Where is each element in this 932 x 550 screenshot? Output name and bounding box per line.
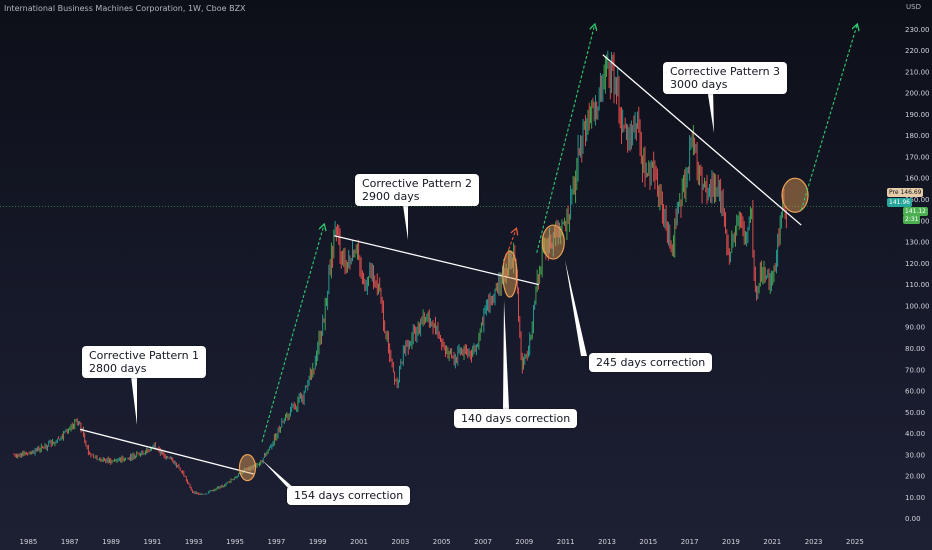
y-tick-label-12: 110.00 [905, 281, 930, 289]
y-tick-label-11: 100.00 [905, 302, 930, 310]
y-tick-label-9: 80.00 [905, 345, 925, 353]
x-tick-label-11: 2007 [474, 538, 492, 546]
callout-140-text: 140 days correction [461, 412, 571, 425]
y-tick-label-4: 30.00 [905, 451, 925, 459]
callout-corrective-pattern-2: Corrective Pattern 2 2900 days [355, 174, 480, 206]
x-tick-label-20: 2025 [846, 538, 864, 546]
callout-pointer-140 [503, 300, 509, 409]
callout-cp3-days: 3000 days [670, 78, 728, 91]
y-tick-label-23: 220.00 [905, 47, 930, 55]
last-price-label-b: 141.12 [903, 207, 928, 216]
y-tick-label-17: 160.00 [905, 175, 930, 183]
x-tick-label-10: 2005 [433, 538, 451, 546]
y-tick-label-19: 180.00 [905, 132, 930, 140]
callout-cp1-title: Corrective Pattern 1 [89, 349, 200, 362]
y-tick-label-14: 130.00 [905, 239, 930, 247]
y-tick-label-24: 230.00 [905, 26, 930, 34]
projection-arrow [800, 25, 857, 211]
y-tick-label-7: 60.00 [905, 388, 925, 396]
impulse-arrow-1 [261, 225, 324, 443]
callout-245-days: 245 days correction [589, 353, 713, 372]
pre-price-label: Pre 146.69 [887, 188, 924, 197]
y-tick-label-6: 50.00 [905, 409, 925, 417]
x-tick-label-1: 1987 [61, 538, 79, 546]
pre-tag: Pre [889, 189, 899, 196]
x-tick-label-0: 1985 [20, 538, 38, 546]
impulse-arrow-2 [536, 25, 595, 253]
currency-label: USD [906, 3, 921, 11]
x-tick-label-2: 1989 [102, 538, 120, 546]
y-tick-label-8: 70.00 [905, 366, 925, 374]
last-price-label-a: 141.96 [887, 198, 912, 207]
x-tick-label-19: 2023 [805, 538, 823, 546]
callout-corrective-pattern-3: Corrective Pattern 3 3000 days [663, 62, 788, 94]
y-tick-label-13: 120.00 [905, 260, 930, 268]
x-tick-label-7: 1999 [309, 538, 327, 546]
y-tick-label-16: 150.00 [905, 196, 930, 204]
countdown-label: 2:31 [903, 215, 921, 224]
trendline-pattern-1 [79, 428, 254, 475]
callout-cp2-days: 2900 days [362, 190, 420, 203]
callout-245-text: 245 days correction [596, 356, 706, 369]
x-tick-label-5: 1995 [226, 538, 244, 546]
ellipse-correction-2 [502, 250, 518, 298]
ellipse-correction-1 [238, 454, 257, 482]
countdown-value: 2:31 [905, 216, 919, 223]
x-tick-label-4: 1993 [185, 538, 203, 546]
x-tick-label-15: 2015 [639, 538, 657, 546]
callout-cp2-title: Corrective Pattern 2 [362, 177, 473, 190]
x-tick-label-13: 2011 [557, 538, 575, 546]
callout-cp3-title: Corrective Pattern 3 [670, 65, 781, 78]
last-value-a: 141.96 [889, 199, 910, 206]
x-tick-label-3: 1991 [144, 538, 162, 546]
y-tick-label-1: 0.00 [905, 515, 921, 523]
y-tick-label-5: 40.00 [905, 430, 925, 438]
y-tick-label-21: 200.00 [905, 90, 930, 98]
x-tick-label-16: 2017 [681, 538, 699, 546]
x-tick-label-6: 1997 [267, 538, 285, 546]
x-tick-label-9: 2003 [391, 538, 409, 546]
y-tick-label-2: 10.00 [905, 494, 925, 502]
x-tick-label-17: 2019 [722, 538, 740, 546]
x-tick-label-14: 2013 [598, 538, 616, 546]
callout-154-text: 154 days correction [294, 489, 404, 502]
y-tick-label-20: 190.00 [905, 111, 930, 119]
callout-pointer-cp1 [131, 376, 137, 425]
callout-pointer-cp3 [707, 88, 714, 133]
ellipse-correction-3 [541, 224, 565, 260]
callout-154-days: 154 days correction [287, 486, 411, 505]
y-tick-label-3: 20.00 [905, 473, 925, 481]
y-tick-label-10: 90.00 [905, 324, 925, 332]
small-arrow [503, 229, 516, 264]
y-tick-label-22: 210.00 [905, 68, 930, 76]
symbol-title: International Business Machines Corporat… [4, 4, 246, 13]
x-tick-label-12: 2009 [515, 538, 533, 546]
callout-pointer-245 [565, 260, 587, 356]
callout-corrective-pattern-1: Corrective Pattern 1 2800 days [82, 346, 207, 378]
x-tick-label-18: 2021 [763, 538, 781, 546]
callout-pointer-cp2 [402, 198, 408, 240]
y-tick-label-18: 170.00 [905, 153, 930, 161]
x-tick-label-8: 2001 [350, 538, 368, 546]
callout-pointer-154 [262, 460, 295, 489]
callout-140-days: 140 days correction [454, 409, 578, 428]
trendline-pattern-2 [334, 235, 539, 286]
last-value-b: 141.12 [905, 208, 926, 215]
ellipse-projection [781, 177, 809, 213]
trendline-pattern-3 [602, 54, 802, 226]
pre-value: 146.69 [900, 189, 922, 196]
callout-cp1-days: 2800 days [89, 362, 147, 375]
